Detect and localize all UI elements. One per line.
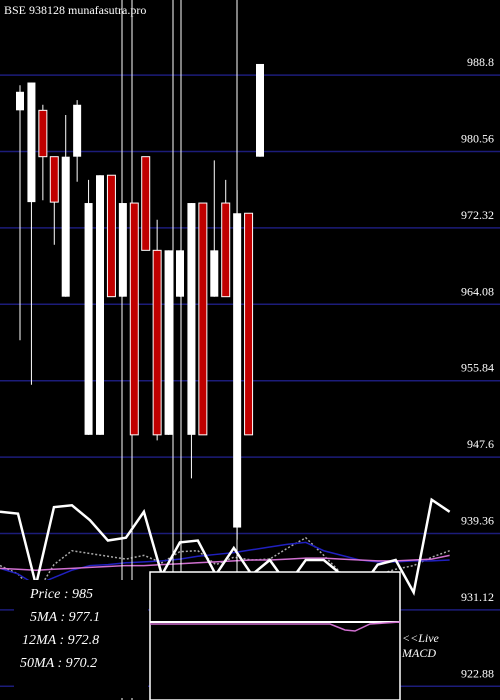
- info-label: 50MA : 970.2: [20, 656, 97, 671]
- chart-title: BSE 938128 munafasutra.pro: [4, 3, 146, 17]
- candle-body: [61, 156, 70, 297]
- macd-box: [149, 571, 401, 700]
- annotation: MACD: [401, 646, 436, 660]
- candle-body: [198, 202, 208, 436]
- candle-body: [244, 212, 254, 436]
- y-tick-label: 980.56: [461, 131, 494, 145]
- candle-body: [16, 91, 24, 111]
- candle-body: [84, 203, 93, 435]
- candle-body: [141, 156, 151, 251]
- indicator-line: [0, 497, 451, 597]
- candle-body: [221, 202, 231, 298]
- candle-body: [118, 203, 127, 297]
- y-tick-label: 931.12: [461, 590, 494, 604]
- candle-body: [49, 156, 59, 203]
- candle-body: [129, 202, 139, 436]
- candle-body: [210, 250, 219, 297]
- info-label: 5MA : 977.1: [30, 610, 100, 625]
- y-tick-label: 922.88: [461, 666, 494, 680]
- candle-body: [96, 175, 104, 435]
- candle-body: [233, 213, 242, 528]
- info-label: Price : 985: [29, 587, 93, 602]
- indicator-lines: [0, 497, 451, 597]
- candle-body: [176, 250, 184, 297]
- candle-body: [73, 104, 82, 157]
- annotation: <<Live: [402, 631, 440, 645]
- info-box: [14, 580, 148, 698]
- candle-body: [187, 203, 196, 435]
- y-tick-label: 964.08: [461, 284, 494, 298]
- y-tick-label: 988.8: [467, 55, 494, 69]
- candle-body: [152, 249, 162, 436]
- candle-body: [256, 63, 264, 157]
- y-tick-label: 972.32: [461, 208, 494, 222]
- y-axis: 988.8 980.56 972.32 964.08 955.84 947.6 939.36…: [461, 55, 494, 680]
- y-tick-label: 947.6: [467, 437, 494, 451]
- macd-panel: [149, 571, 401, 700]
- candle-body: [27, 82, 36, 203]
- y-tick-label: 955.84: [461, 361, 494, 375]
- candle-body: [38, 109, 48, 158]
- candles: [16, 63, 264, 540]
- candle-body: [106, 174, 116, 298]
- info-label: 12MA : 972.8: [22, 633, 99, 648]
- indicator-line: [0, 541, 450, 586]
- y-tick-label: 939.36: [461, 513, 494, 527]
- candle-body: [164, 250, 173, 435]
- macd-signal: [150, 621, 401, 632]
